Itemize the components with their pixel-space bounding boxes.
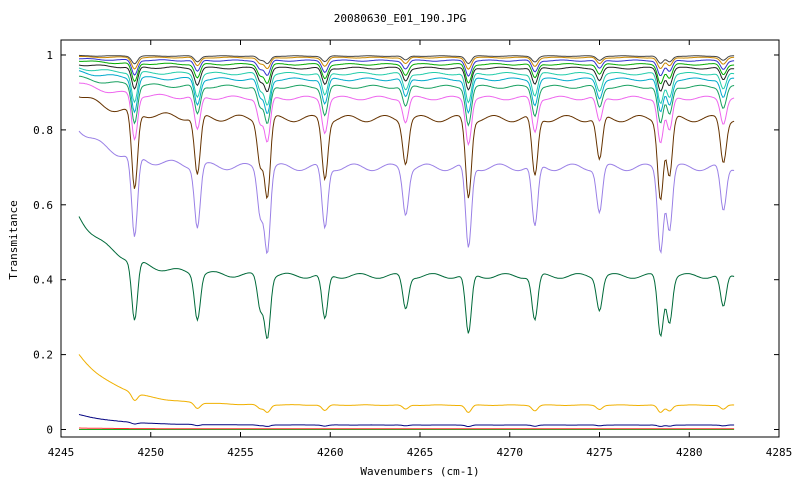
series-line: [78, 67, 735, 106]
series-line: [78, 130, 735, 255]
x-tick-label: 4250: [138, 446, 165, 459]
y-tick-label: 0.6: [33, 199, 53, 212]
y-tick-label: 0.8: [33, 124, 53, 137]
y-axis: 0 0.2 0.4 0.6 0.8 1: [33, 49, 779, 437]
x-tick-label: 4265: [407, 446, 434, 459]
series-line: [78, 70, 735, 114]
series-lines: [78, 54, 735, 430]
x-tick-label: 4245: [48, 446, 75, 459]
y-tick-label: 0: [46, 424, 53, 437]
series-line: [78, 60, 735, 85]
series-line: [78, 82, 735, 147]
y-tick-label: 0.2: [33, 349, 53, 362]
series-line: [78, 64, 735, 93]
series-line: [78, 354, 735, 414]
x-tick-label: 4270: [497, 446, 524, 459]
x-axis-label: Wavenumbers (cm-1): [360, 465, 479, 478]
x-axis: 4245 4250 4255 4260 4265 4270 4275 4280 4285: [48, 40, 793, 459]
series-line: [79, 427, 735, 430]
series-line: [78, 54, 735, 65]
y-axis-label: Transmitance: [7, 200, 20, 279]
chart-title: 20080630_E01_190.JPG: [334, 12, 466, 25]
x-tick-label: 4280: [676, 446, 703, 459]
x-tick-label: 4255: [227, 446, 254, 459]
series-line: [78, 58, 735, 77]
x-tick-label: 4285: [766, 446, 793, 459]
series-line: [78, 75, 735, 127]
y-tick-label: 0.4: [33, 274, 53, 287]
series-line: [78, 96, 735, 201]
x-tick-label: 4260: [317, 446, 344, 459]
series-line: [78, 414, 735, 428]
series-line: [79, 56, 735, 70]
y-tick-label: 1: [46, 49, 53, 62]
x-tick-label: 4275: [586, 446, 613, 459]
series-line: [78, 216, 735, 340]
